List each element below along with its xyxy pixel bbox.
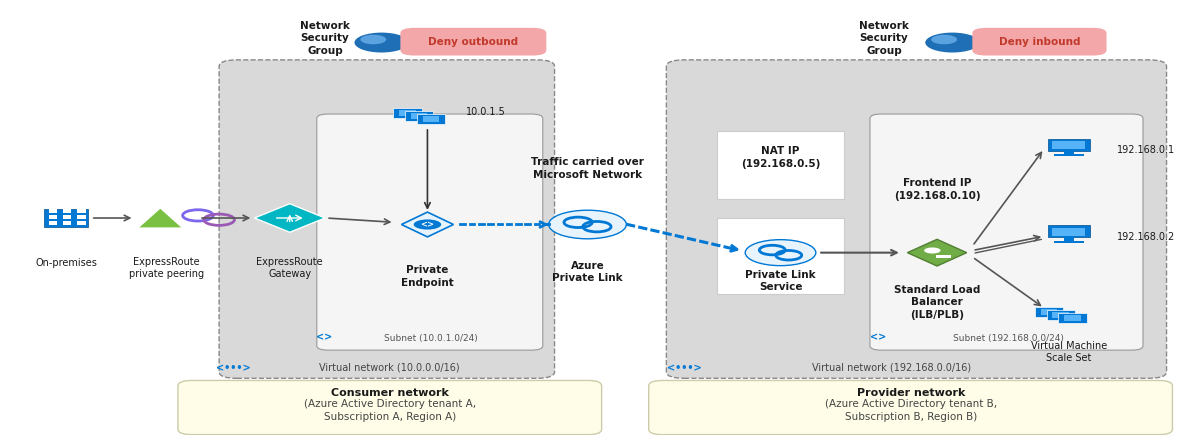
Text: On-premises: On-premises — [36, 259, 98, 269]
Text: 192.168.0.2: 192.168.0.2 — [1117, 232, 1176, 242]
Text: Private
Endpoint: Private Endpoint — [401, 265, 453, 288]
Bar — [49, 208, 57, 212]
Text: ExpressRoute
private peering: ExpressRoute private peering — [129, 257, 203, 279]
Bar — [1052, 141, 1085, 149]
Bar — [1064, 237, 1073, 242]
Circle shape — [745, 240, 816, 266]
Bar — [49, 215, 57, 218]
Polygon shape — [401, 212, 453, 237]
FancyBboxPatch shape — [666, 60, 1166, 378]
Bar — [1064, 150, 1073, 155]
Bar — [399, 110, 415, 116]
Bar — [63, 221, 71, 225]
Text: Frontend IP
(192.168.0.10): Frontend IP (192.168.0.10) — [894, 178, 981, 201]
Bar — [63, 215, 71, 218]
Text: Network
Security
Group: Network Security Group — [859, 21, 909, 56]
FancyBboxPatch shape — [870, 114, 1144, 350]
Text: Network
Security
Group: Network Security Group — [300, 21, 350, 56]
Text: Virtual network (10.0.0.0/16): Virtual network (10.0.0.0/16) — [319, 362, 461, 372]
Text: <>: <> — [870, 332, 887, 342]
Text: 10.0.1.5: 10.0.1.5 — [466, 107, 506, 117]
Bar — [1064, 315, 1081, 321]
Bar — [77, 221, 86, 225]
Text: NAT IP
(192.168.0.5): NAT IP (192.168.0.5) — [741, 146, 820, 169]
Circle shape — [926, 33, 979, 52]
Text: <>: <> — [315, 332, 332, 342]
Text: Traffic carried over
Microsoft Network: Traffic carried over Microsoft Network — [531, 157, 644, 180]
Bar — [1052, 228, 1085, 236]
Bar — [716, 218, 844, 294]
Circle shape — [414, 219, 441, 230]
FancyBboxPatch shape — [219, 60, 555, 378]
Circle shape — [549, 210, 626, 239]
Bar — [63, 208, 71, 212]
FancyBboxPatch shape — [400, 28, 546, 55]
Bar — [1046, 310, 1075, 320]
Bar — [422, 116, 439, 122]
Bar — [405, 111, 433, 121]
Bar — [1047, 225, 1090, 238]
Text: Azure
Private Link: Azure Private Link — [552, 261, 622, 283]
Text: <•••>: <•••> — [215, 364, 251, 374]
Bar — [416, 114, 445, 124]
Bar — [1052, 312, 1069, 318]
Circle shape — [925, 248, 940, 253]
Text: ExpressRoute
Gateway: ExpressRoute Gateway — [256, 257, 322, 279]
Text: Deny inbound: Deny inbound — [998, 37, 1081, 47]
FancyBboxPatch shape — [972, 28, 1107, 55]
Bar — [44, 209, 88, 227]
Bar — [411, 113, 427, 119]
Bar — [935, 255, 951, 258]
Text: Consumer network: Consumer network — [331, 388, 449, 398]
Bar — [1040, 309, 1057, 315]
Text: <>: <> — [420, 220, 434, 229]
Bar — [394, 108, 421, 118]
Bar — [77, 208, 86, 212]
Polygon shape — [255, 204, 325, 232]
Bar — [1053, 241, 1084, 243]
Text: 192.168.0.1: 192.168.0.1 — [1117, 145, 1176, 154]
Bar — [1047, 139, 1090, 151]
Text: Subnet (192.168.0.0/24): Subnet (192.168.0.0/24) — [953, 334, 1064, 343]
Text: (Azure Active Directory tenant A,
Subscription A, Region A): (Azure Active Directory tenant A, Subscr… — [303, 399, 476, 422]
Text: Private Link
Service: Private Link Service — [745, 269, 816, 292]
Bar — [716, 131, 844, 198]
Text: Provider network: Provider network — [857, 388, 965, 398]
Text: Deny outbound: Deny outbound — [428, 37, 519, 47]
Text: Standard Load
Balancer
(ILB/PLB): Standard Load Balancer (ILB/PLB) — [894, 285, 981, 320]
Bar — [1058, 313, 1086, 323]
FancyBboxPatch shape — [649, 381, 1172, 435]
Bar — [77, 215, 86, 218]
Text: Subnet (10.0.1.0/24): Subnet (10.0.1.0/24) — [384, 334, 478, 343]
Bar — [1035, 307, 1063, 317]
Text: Virtual network (192.168.0.0/16): Virtual network (192.168.0.0/16) — [812, 362, 971, 372]
Circle shape — [931, 35, 957, 44]
Circle shape — [355, 33, 408, 52]
FancyBboxPatch shape — [178, 381, 602, 435]
Text: (Azure Active Directory tenant B,
Subscription B, Region B): (Azure Active Directory tenant B, Subscr… — [825, 399, 997, 422]
FancyBboxPatch shape — [317, 114, 543, 350]
Polygon shape — [138, 208, 182, 228]
Text: Virtual Machine
Scale Set: Virtual Machine Scale Set — [1031, 341, 1107, 364]
Text: <•••>: <•••> — [666, 364, 701, 374]
Bar — [49, 221, 57, 225]
Circle shape — [361, 35, 387, 44]
Polygon shape — [908, 239, 966, 266]
Bar — [1053, 154, 1084, 156]
